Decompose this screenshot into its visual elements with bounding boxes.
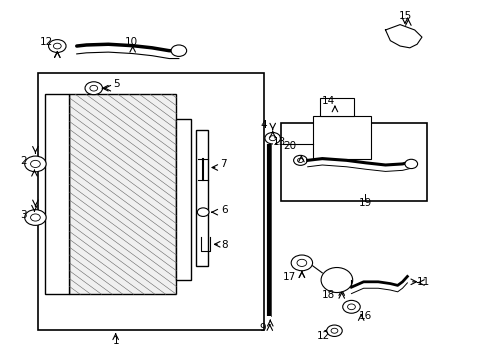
Ellipse shape bbox=[321, 267, 352, 293]
Circle shape bbox=[404, 159, 417, 168]
Text: 3: 3 bbox=[20, 210, 26, 220]
Bar bbox=[319, 98, 353, 116]
Text: 13: 13 bbox=[272, 138, 285, 148]
Circle shape bbox=[347, 304, 355, 310]
Circle shape bbox=[197, 208, 208, 216]
Text: 18: 18 bbox=[321, 290, 334, 300]
Circle shape bbox=[53, 43, 61, 49]
Text: 9: 9 bbox=[259, 323, 266, 333]
Circle shape bbox=[25, 210, 46, 225]
Circle shape bbox=[290, 255, 312, 271]
Circle shape bbox=[296, 259, 306, 266]
Circle shape bbox=[269, 136, 276, 141]
Circle shape bbox=[171, 45, 186, 57]
Bar bbox=[69, 94, 176, 294]
Text: 20: 20 bbox=[283, 141, 296, 151]
Circle shape bbox=[297, 158, 303, 162]
Circle shape bbox=[342, 300, 360, 313]
Circle shape bbox=[90, 85, 98, 91]
Circle shape bbox=[293, 156, 306, 165]
Circle shape bbox=[264, 132, 280, 144]
Text: 10: 10 bbox=[125, 37, 138, 48]
Bar bbox=[45, 94, 69, 294]
Text: 2: 2 bbox=[20, 157, 26, 166]
Circle shape bbox=[85, 82, 102, 95]
Text: 15: 15 bbox=[398, 11, 411, 21]
Text: 17: 17 bbox=[282, 272, 295, 282]
Text: 8: 8 bbox=[221, 240, 228, 250]
Bar bbox=[38, 73, 264, 330]
Text: 7: 7 bbox=[220, 159, 226, 169]
Circle shape bbox=[48, 40, 66, 53]
Circle shape bbox=[25, 156, 46, 172]
Text: 11: 11 bbox=[416, 277, 429, 287]
Bar bbox=[281, 123, 426, 202]
Circle shape bbox=[30, 214, 40, 221]
Bar bbox=[312, 116, 370, 158]
Text: 5: 5 bbox=[113, 78, 120, 89]
Text: 1: 1 bbox=[112, 337, 119, 346]
Circle shape bbox=[30, 160, 40, 167]
Text: 14: 14 bbox=[321, 96, 334, 107]
Text: 16: 16 bbox=[358, 311, 371, 321]
Text: 6: 6 bbox=[221, 205, 228, 215]
Text: 12: 12 bbox=[316, 332, 329, 342]
Text: 19: 19 bbox=[358, 198, 371, 208]
Polygon shape bbox=[385, 24, 421, 48]
Text: 4: 4 bbox=[260, 120, 267, 130]
Circle shape bbox=[330, 328, 337, 333]
Bar bbox=[176, 119, 191, 280]
Text: 12: 12 bbox=[40, 37, 53, 48]
Bar bbox=[196, 130, 207, 266]
Circle shape bbox=[326, 325, 342, 337]
